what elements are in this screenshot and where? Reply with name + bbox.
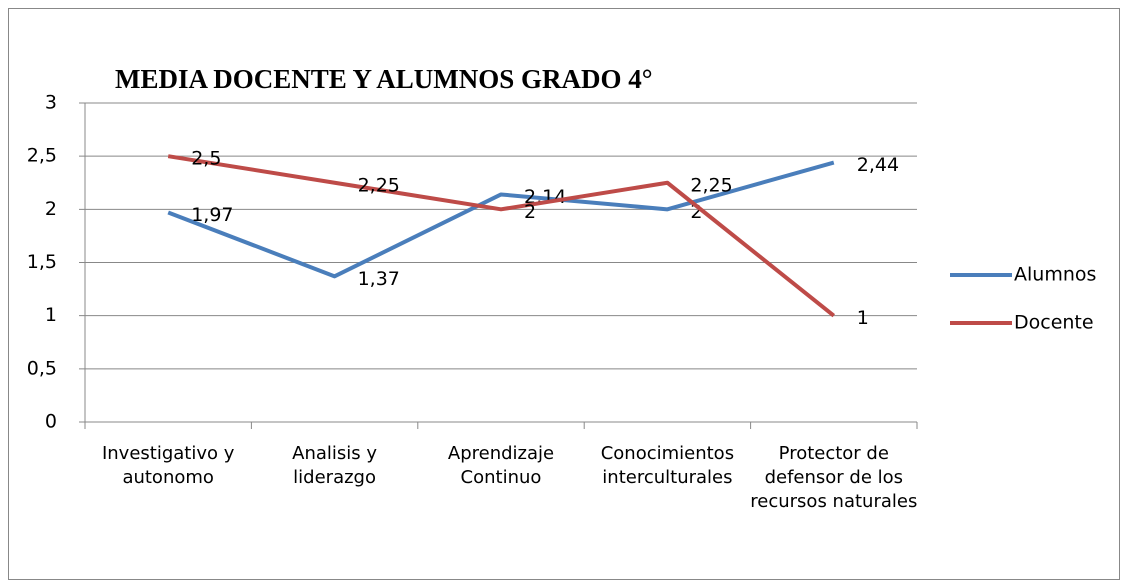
x-tick-label: Conocimientos interculturales [600, 443, 735, 488]
x-tick-label: Analisis y liderazgo [292, 443, 378, 488]
legend-label: Alumnos [1014, 264, 1096, 286]
y-tick-label: 1 [45, 304, 57, 326]
chart-title: MEDIA DOCENTE Y ALUMNOS GRADO 4° [115, 64, 653, 94]
y-tick-label: 0 [45, 411, 57, 433]
x-tick-label: Investigativo y autonomo [101, 443, 235, 488]
y-tick-label: 2,5 [27, 145, 57, 167]
chart-border [8, 8, 1120, 580]
series-line [167, 154, 836, 318]
data-label: 1 [857, 307, 869, 329]
data-label: 1,37 [358, 268, 400, 290]
data-label: 2,25 [690, 174, 732, 196]
x-tick-label: Aprendizaje Continuo [447, 443, 555, 488]
y-tick-label: 1,5 [27, 251, 57, 273]
x-tick-label: Protector de defensor de los recursos na… [750, 443, 918, 512]
series-line [167, 160, 835, 279]
data-label: 2 [524, 201, 536, 223]
data-label: 1,97 [191, 204, 233, 226]
data-label: 2,5 [191, 148, 221, 170]
y-tick-label: 2 [45, 198, 57, 220]
legend-label: Docente [1014, 312, 1094, 334]
data-label: 2,25 [358, 174, 400, 196]
y-tick-label: 0,5 [27, 357, 57, 379]
data-label: 2,44 [857, 154, 899, 176]
y-tick-label: 3 [45, 92, 57, 114]
